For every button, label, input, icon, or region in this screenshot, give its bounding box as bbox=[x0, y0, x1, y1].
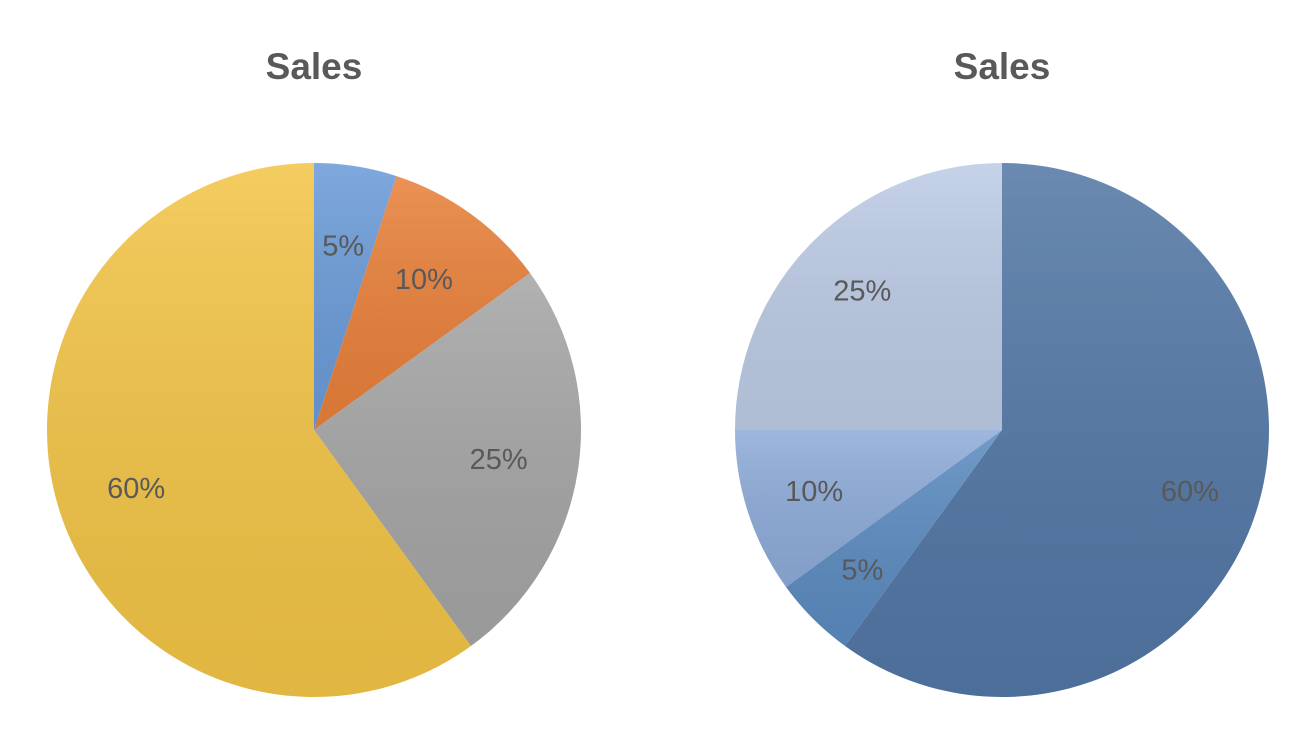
pie-slices-left bbox=[47, 163, 582, 697]
pie-data-label-right-25: 25% bbox=[833, 275, 891, 307]
pie-slice-shade-left-60 bbox=[47, 163, 471, 697]
pie-chart-left: Sales 5% 10% 25% 60% bbox=[47, 46, 582, 697]
pie-data-label-right-5: 5% bbox=[841, 555, 883, 587]
pie-data-label-right-10: 10% bbox=[785, 476, 843, 508]
pie-data-label-left-10: 10% bbox=[395, 264, 453, 296]
pie-data-label-left-25: 25% bbox=[470, 444, 528, 476]
pie-slice-shade-left-10 bbox=[314, 176, 531, 430]
pie-labels-left: 5% 10% 25% 60% bbox=[107, 230, 527, 504]
chart-title-left: Sales bbox=[266, 46, 363, 87]
pie-slice-shade-left-25 bbox=[314, 273, 582, 647]
pie-slice-shade-right-60 bbox=[845, 163, 1269, 697]
pie-chart-right: Sales 60% 5% 10% 25% bbox=[735, 46, 1269, 697]
pie-data-label-right-60: 60% bbox=[1161, 476, 1219, 508]
chart-title-right: Sales bbox=[954, 46, 1051, 87]
pie-slice-shade-right-25 bbox=[735, 163, 1002, 430]
pie-labels-right: 60% 5% 10% 25% bbox=[785, 275, 1219, 586]
pie-slice-shade-right-5 bbox=[785, 430, 1002, 647]
pie-slices-right bbox=[735, 163, 1269, 697]
pie-slice-shade-right-10 bbox=[735, 430, 1002, 587]
pie-data-label-left-60: 60% bbox=[107, 473, 165, 505]
pie-slice-shade-left-5 bbox=[314, 163, 397, 430]
pie-data-label-left-5: 5% bbox=[322, 230, 364, 262]
